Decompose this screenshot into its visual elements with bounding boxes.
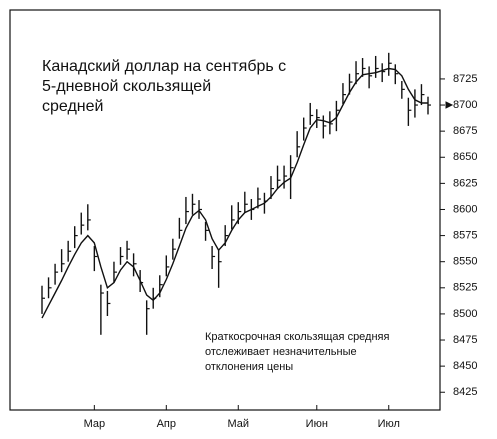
chart-title: средней — [42, 98, 103, 115]
y-tick-label: 8475 — [453, 334, 477, 346]
x-tick-label: Июн — [306, 418, 328, 430]
y-tick-label: 8575 — [453, 229, 477, 241]
y-tick-label: 8425 — [453, 386, 477, 398]
y-tick-label: 8600 — [453, 203, 477, 215]
chart-title: Канадский доллар на сентябрь с — [42, 58, 286, 75]
x-tick-label: Апр — [157, 418, 176, 430]
y-tick-label: 8550 — [453, 256, 477, 268]
x-tick-label: Мар — [84, 418, 106, 430]
moving-average-line — [41, 67, 428, 319]
annotation: Краткосрочная скользящая средняя — [205, 331, 390, 343]
x-tick-label: Июл — [378, 418, 400, 430]
annotation: отклонения цены — [205, 361, 293, 373]
y-tick-label: 8725 — [453, 73, 477, 85]
y-tick-label: 8675 — [453, 125, 477, 137]
y-tick-label: 8450 — [453, 360, 477, 372]
chart-title: 5-дневной скользящей — [42, 78, 211, 95]
y-tick-label: 8525 — [453, 282, 477, 294]
price-pointer — [445, 101, 454, 109]
y-tick-label: 8500 — [453, 308, 477, 320]
x-tick-label: Май — [227, 418, 249, 430]
y-tick-label: 8700 — [453, 99, 477, 111]
plot-frame — [9, 9, 441, 411]
y-tick-label: 8625 — [453, 177, 477, 189]
y-tick-label: 8650 — [453, 151, 477, 163]
annotation: отслеживает незначительные — [205, 346, 357, 358]
